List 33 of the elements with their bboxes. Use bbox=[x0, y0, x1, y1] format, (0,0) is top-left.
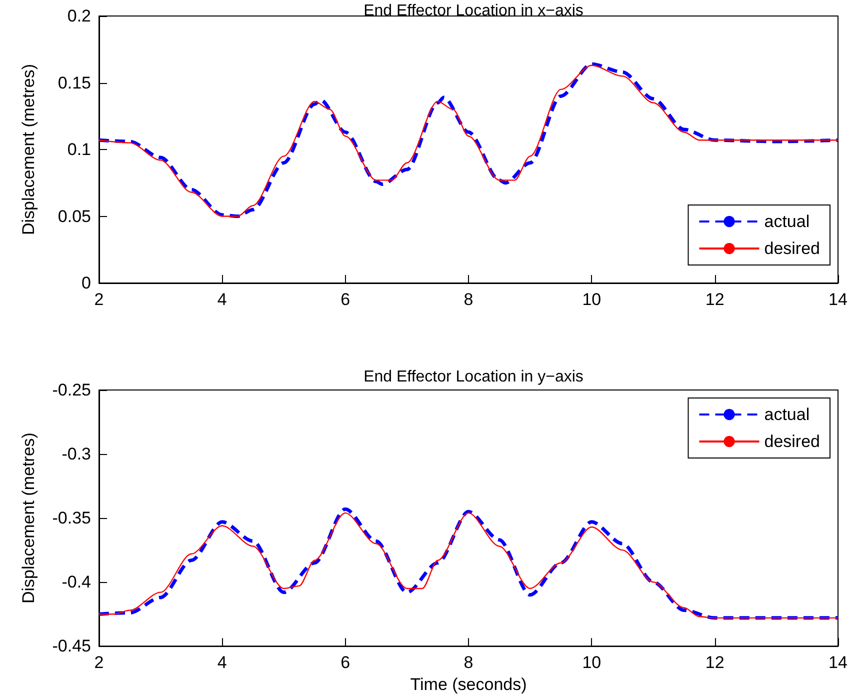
y-tick-label: -0.35 bbox=[52, 508, 91, 528]
x-tick-label: 8 bbox=[464, 653, 474, 672]
x-tick-label: 6 bbox=[340, 653, 350, 672]
x-tick-label: 4 bbox=[217, 290, 227, 309]
x-tick-label: 6 bbox=[340, 290, 350, 309]
y-tick-label: 0.1 bbox=[67, 140, 91, 159]
legend-label: desired bbox=[764, 239, 820, 258]
x-tick-label: 12 bbox=[705, 653, 724, 672]
y-axis-title: Displacement (metres) bbox=[19, 432, 38, 604]
x-tick-label: 8 bbox=[464, 290, 474, 309]
y-axis-title: Displacement (metres) bbox=[19, 64, 38, 235]
x-tick-label: 10 bbox=[582, 290, 602, 309]
x-tick-label: 10 bbox=[582, 653, 602, 672]
x-tick-label: 2 bbox=[94, 653, 104, 672]
legend-label: actual bbox=[764, 405, 810, 424]
legend-label: desired bbox=[764, 432, 820, 451]
x-tick-label: 14 bbox=[828, 290, 848, 309]
x-tick-label: 2 bbox=[94, 290, 104, 309]
chart-title: End Effector Location in x−axis bbox=[364, 2, 584, 20]
y-tick-label: 0.05 bbox=[58, 206, 91, 226]
y-tick-label: 0 bbox=[82, 274, 91, 292]
y-tick-label: 0.2 bbox=[67, 6, 91, 26]
legend-label: actual bbox=[764, 212, 810, 231]
chart-title: End Effector Location in y−axis bbox=[364, 368, 584, 386]
y-tick-label: -0.25 bbox=[52, 380, 91, 400]
y-tick-label: -0.3 bbox=[62, 444, 91, 464]
x-tick-label: 14 bbox=[828, 653, 848, 672]
x-axis-title: Time (seconds) bbox=[410, 675, 527, 694]
y-tick-label: 0.15 bbox=[58, 73, 91, 92]
x-tick-label: 12 bbox=[705, 290, 724, 309]
x-tick-label: 4 bbox=[217, 653, 227, 672]
y-tick-label: -0.45 bbox=[52, 636, 91, 656]
y-tick-label: -0.4 bbox=[62, 572, 91, 592]
